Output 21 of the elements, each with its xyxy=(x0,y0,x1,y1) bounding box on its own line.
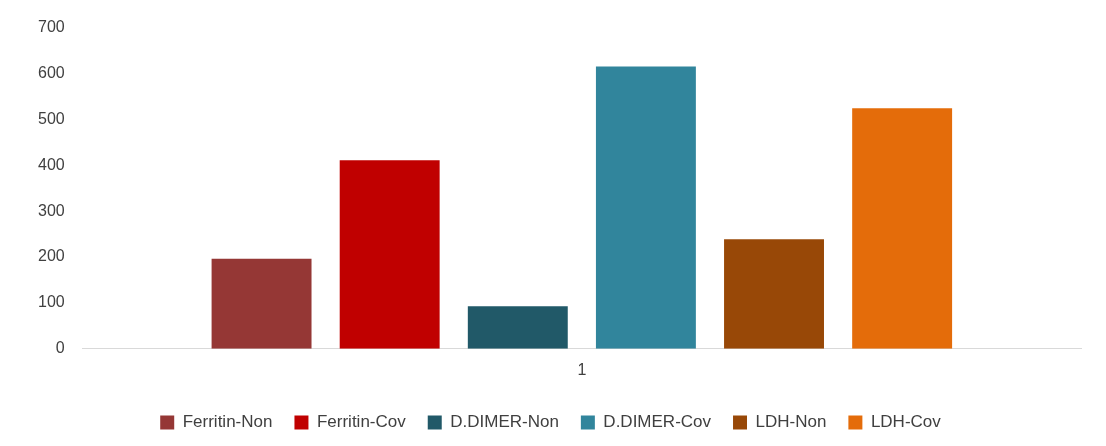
y-tick-label: 300 xyxy=(37,201,65,219)
legend-label: D.DIMER-Cov xyxy=(603,412,712,432)
legend-label: LDH-Non xyxy=(755,412,827,432)
y-tick-label: 500 xyxy=(37,109,65,127)
legend-label: LDH-Cov xyxy=(870,412,942,432)
y-tick-label: 700 xyxy=(37,18,65,36)
bar xyxy=(595,66,696,349)
y-tick-label: 0 xyxy=(55,339,65,357)
bar xyxy=(467,306,568,349)
legend-label: Ferritin-Cov xyxy=(316,412,407,432)
y-tick-label: 600 xyxy=(37,63,65,81)
x-tick-label: 1 xyxy=(577,360,587,378)
legend-label: D.DIMER-Non xyxy=(450,412,559,432)
y-tick-label: 400 xyxy=(37,155,65,173)
bar xyxy=(211,258,312,349)
bar xyxy=(724,239,824,349)
legend-label: Ferritin-Non xyxy=(182,412,273,432)
y-tick-label: 100 xyxy=(37,293,65,311)
y-tick-label: 200 xyxy=(37,247,65,265)
bar xyxy=(339,160,440,349)
bar xyxy=(852,108,953,349)
